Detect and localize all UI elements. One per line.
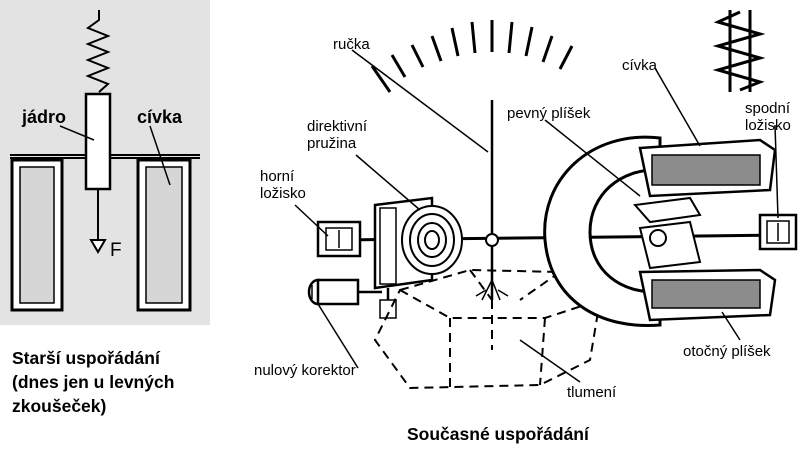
left-caption-line-1: Starší uspořádání	[12, 348, 160, 368]
label-upper-bearing: horní ložisko	[260, 168, 306, 202]
left-diagram	[10, 10, 200, 312]
right-caption: Současné uspořádání	[407, 424, 589, 444]
label-rotating-plate: otočný plíšek	[683, 343, 771, 360]
label-directive-spring-line-2: pružina	[307, 135, 357, 152]
label-directive-spring-line-1: direktivní	[307, 118, 368, 135]
left-core	[84, 92, 112, 191]
label-damping: tlumení	[567, 384, 617, 401]
left-caption: Starší uspořádání (dnes jen u levných zk…	[12, 346, 174, 418]
label-handle: ručka	[333, 36, 370, 53]
label-core: jádro	[22, 107, 67, 127]
right-diagram	[294, 10, 798, 390]
leader-lines	[294, 49, 779, 383]
instrument-symbol	[712, 10, 766, 92]
label-zero-corrector: nulový korektor	[254, 362, 356, 379]
label-upper-bearing-line-2: ložisko	[260, 185, 306, 202]
label-coil-right: cívka	[622, 57, 658, 74]
label-lower-bearing-line-1: spodní	[745, 100, 791, 117]
left-caption-line-3: zkoušeček)	[12, 396, 107, 416]
fixed-plate	[633, 196, 702, 224]
left-spring	[85, 10, 111, 93]
directive-spring	[401, 205, 463, 275]
coil-c	[543, 135, 662, 328]
force-arrow	[89, 239, 107, 254]
rotating-plate	[638, 220, 702, 270]
zero-corrector	[307, 278, 382, 306]
scale-ticks	[370, 20, 574, 93]
label-force: F	[110, 240, 122, 261]
label-lower-bearing: spodní ložisko	[745, 100, 791, 134]
label-fixed-plate: pevný plíšek	[507, 105, 591, 122]
label-directive-spring: direktivní pružina	[307, 118, 367, 152]
label-upper-bearing-line-1: horní	[260, 168, 295, 185]
label-lower-bearing-line-2: ložisko	[745, 117, 791, 134]
left-caption-line-2: (dnes jen u levných	[12, 372, 175, 392]
label-coil-left: cívka	[137, 107, 183, 127]
